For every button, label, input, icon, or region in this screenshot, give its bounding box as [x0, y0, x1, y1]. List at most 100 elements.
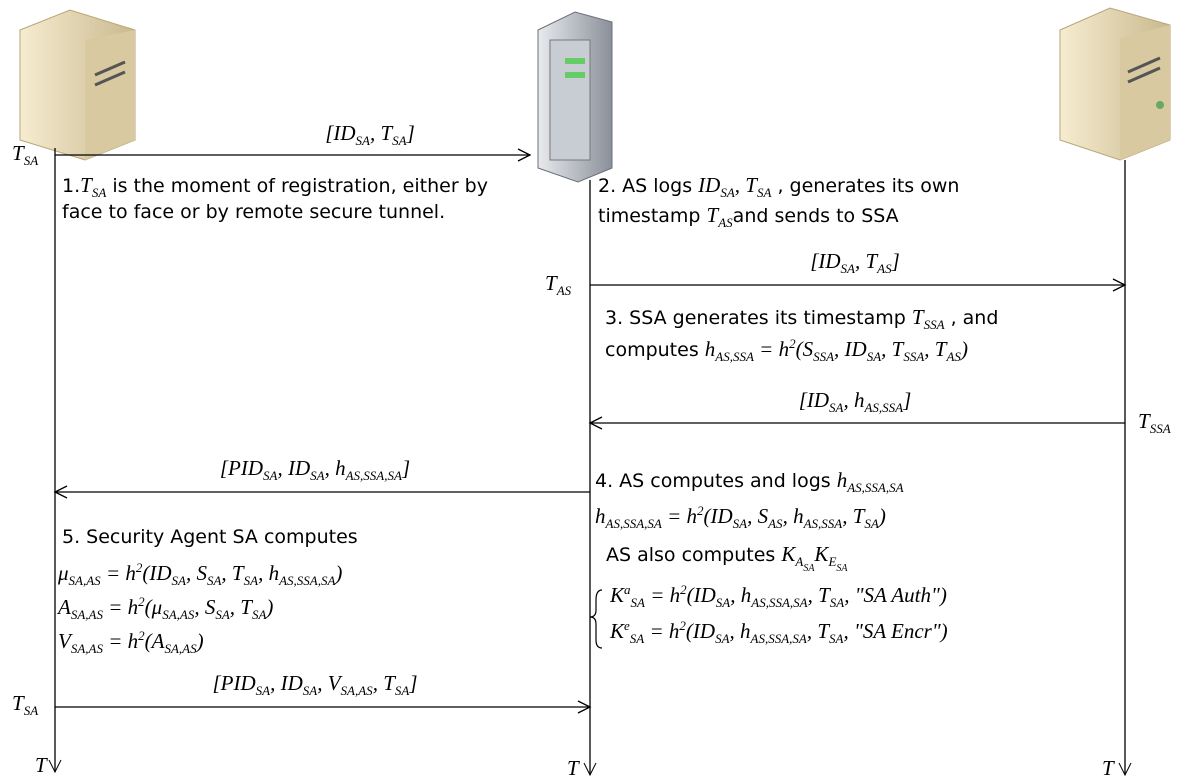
formula-part: , ID — [277, 456, 310, 480]
formula-part: SA — [631, 595, 646, 610]
formula-part: , V — [317, 671, 343, 695]
formula-part: ] — [902, 388, 911, 412]
formula-text: TSSA — [1138, 409, 1171, 436]
formula-part: AS,SSA,SA — [846, 480, 903, 495]
formula-part: and sends to SSA — [733, 205, 899, 227]
formula-part: , ID — [834, 337, 867, 361]
formula-text: [PIDSA, IDSA, hAS,SSA,SA] — [220, 456, 410, 483]
formula-part: AS,SSA,SA — [278, 573, 335, 588]
formula-part: SA — [24, 153, 39, 168]
formula-part: μ — [57, 561, 69, 585]
formula-text: 2. AS logs IDSA, TSA , generates its own — [598, 173, 959, 200]
formula-part: (A — [145, 629, 165, 653]
formula-part: , "SA Encr") — [844, 619, 948, 643]
formula-part: AS,SSA,SA — [605, 516, 662, 531]
formula-part: SA — [864, 516, 879, 531]
formula-part: 5. Security Agent SA computes — [62, 526, 358, 548]
formula-part: , "SA Auth") — [844, 583, 947, 607]
formula-part: 1. — [62, 175, 80, 197]
formula-part: SA — [356, 133, 371, 148]
formula-part: ) — [960, 337, 968, 361]
formula-part: SSA — [813, 349, 834, 364]
formula-part: AS,SSA — [714, 349, 754, 364]
formula-part: SA — [630, 631, 645, 646]
formula-part: 4. AS computes and logs — [595, 470, 837, 492]
lifeline-end-label: T — [567, 756, 580, 780]
formula-part: SA — [252, 607, 267, 622]
formula-text: TAS — [545, 271, 572, 298]
formula-part: SA — [836, 563, 848, 574]
formula-text: hAS,SSA,SA = h2(IDSA, SAS, hAS,SSA, TSA) — [595, 503, 886, 531]
formula-part: SA — [715, 631, 730, 646]
formula-part: SA — [244, 573, 259, 588]
formula-part: ] — [401, 456, 410, 480]
formula-part: SSA — [1150, 421, 1171, 436]
formula-part: h — [705, 337, 716, 361]
formula-part: (S — [796, 337, 814, 361]
formula-part: SA — [256, 683, 271, 698]
formula-part: SA — [829, 631, 844, 646]
formula-part: ] — [406, 121, 415, 145]
formula-part: SSA — [903, 349, 924, 364]
formula-part: face to face or by remote secure tunnel. — [62, 201, 445, 223]
formula-part: SA — [24, 703, 39, 718]
formula-part: ) — [265, 595, 273, 619]
formula-part: ) — [334, 561, 342, 585]
formula-part: , T — [807, 619, 831, 643]
formula-part: , generates its own — [771, 175, 959, 197]
formula-text: 5. Security Agent SA computes — [62, 526, 358, 548]
server-icon — [20, 10, 135, 160]
formula-part: AS,SSA — [863, 400, 903, 415]
formula-part: SA — [207, 573, 222, 588]
formula-text: [IDSA, TSA] — [325, 121, 415, 148]
formula-part: AS,SSA — [803, 516, 843, 531]
formula-part: , h — [730, 619, 751, 643]
formula-part: AS,SSA,SA — [750, 631, 807, 646]
formula-part: K — [609, 619, 625, 643]
formula-part: , T — [881, 337, 905, 361]
formula-part: , T — [808, 583, 832, 607]
formula-part: SA — [215, 607, 230, 622]
formula-part: SA — [829, 400, 844, 415]
formula-text: TSA — [12, 141, 38, 168]
formula-part: AS,SSA,SA — [750, 595, 807, 610]
formula-part: SA — [303, 683, 318, 698]
formula-part: K — [780, 542, 796, 566]
formula-text: [IDSA, TAS] — [810, 249, 900, 276]
formula-part: , T — [221, 561, 245, 585]
formula-part: = h — [754, 337, 789, 361]
formula-part: timestamp — [598, 205, 707, 227]
formula-part: (ID — [142, 561, 171, 585]
formula-part: , S — [194, 595, 216, 619]
formula-part: ) — [878, 504, 886, 528]
formula-part: E — [827, 554, 836, 569]
formula-text: 3. SSA generates its timestamp TSSA , an… — [605, 305, 998, 332]
formula-part: SA — [263, 468, 278, 483]
formula-part: , and — [945, 307, 999, 329]
formula-part: h — [837, 468, 848, 492]
formula-part: AS also computes — [606, 544, 781, 566]
formula-part: = h — [103, 629, 138, 653]
formula-part: SA — [830, 595, 845, 610]
formula-part: SA,AS — [71, 641, 104, 656]
formula-part: , S — [186, 561, 208, 585]
formula-part: [PID — [212, 671, 255, 695]
formula-part: AS,SSA,SA — [345, 468, 402, 483]
formula-part: ID — [697, 173, 720, 197]
formula-part: 3. SSA generates its timestamp — [605, 307, 912, 329]
formula-part: SA,AS — [162, 607, 195, 622]
formula-part: (μ — [145, 595, 163, 619]
formula-part: SA — [757, 185, 772, 200]
formula-part: is the moment of registration, either by — [106, 175, 488, 197]
formula-text: KaSA = h2(IDSA, hAS,SSA,SA, TSA, "SA Aut… — [609, 582, 947, 610]
formula-part: computes — [605, 339, 705, 361]
formula-part: , T — [855, 249, 879, 273]
formula-part: , h — [258, 561, 279, 585]
formula-part: K — [609, 583, 625, 607]
formula-part: = h — [644, 619, 679, 643]
formula-part: h — [595, 504, 606, 528]
formula-part: [ID — [810, 249, 840, 273]
formula-part: , T — [370, 121, 394, 145]
formula-part: SA — [92, 185, 107, 200]
formula-part: SA — [172, 573, 187, 588]
